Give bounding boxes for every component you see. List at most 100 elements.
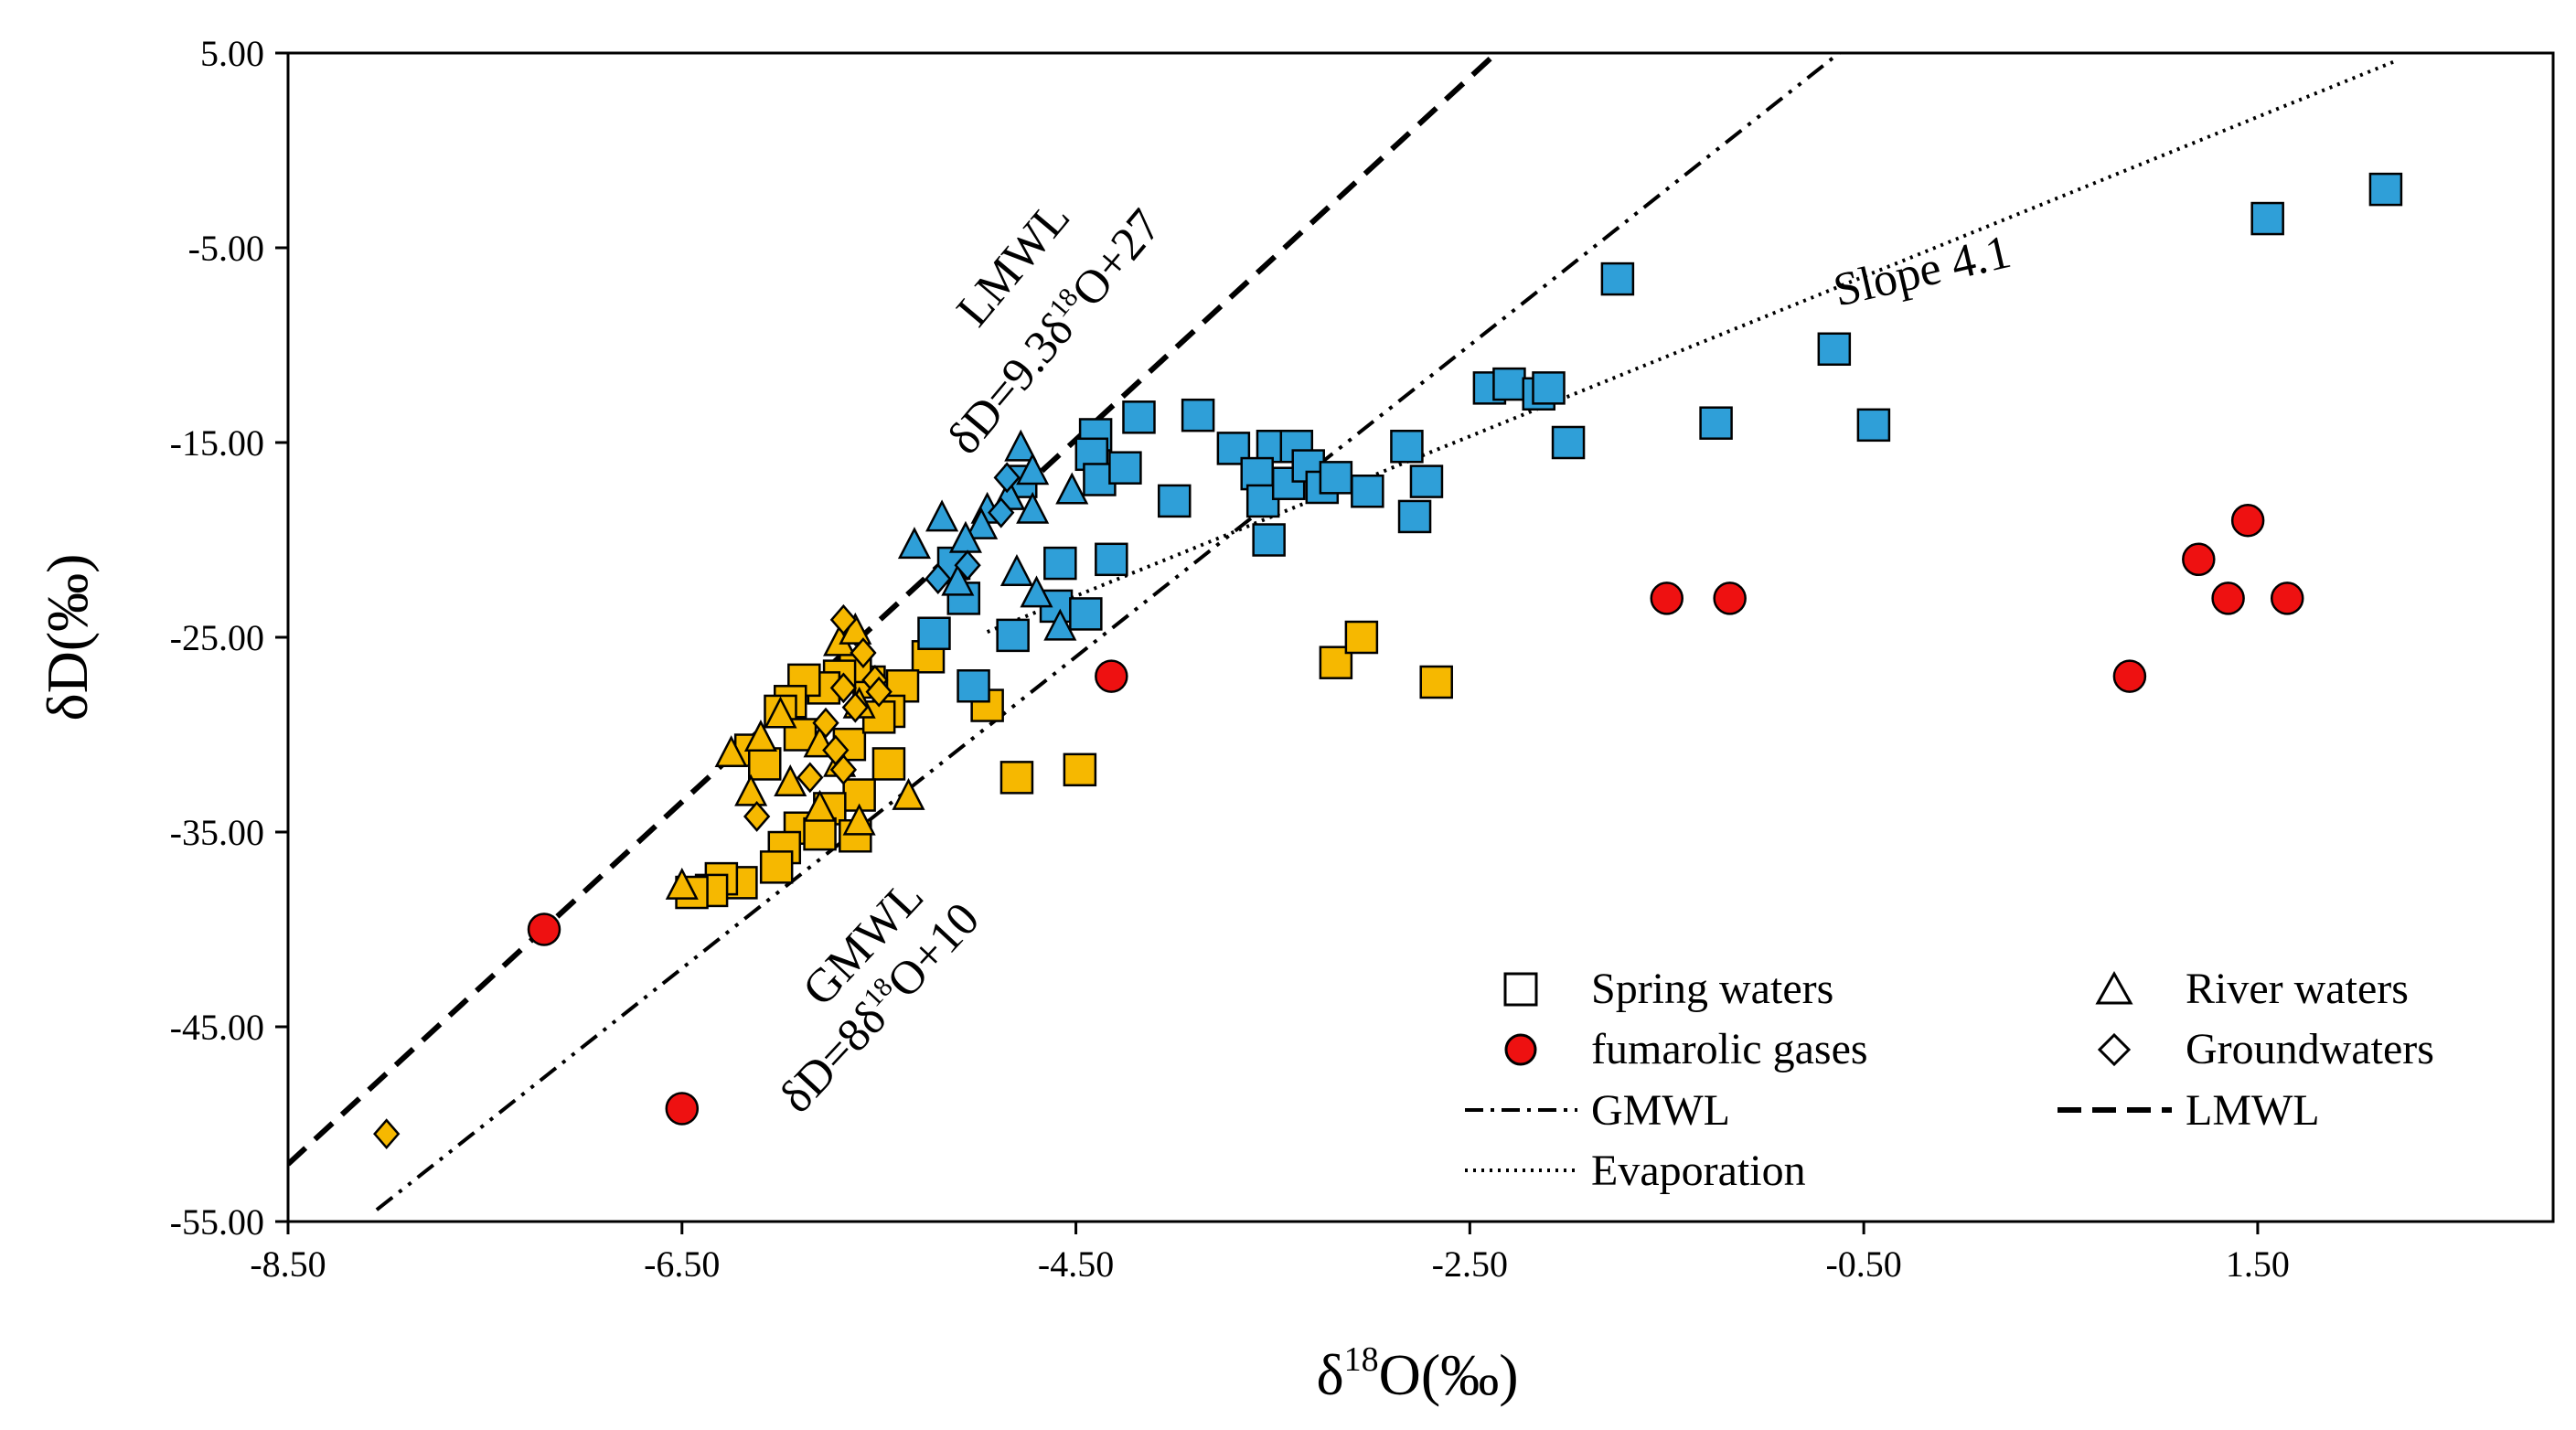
spring-water-point: [1351, 475, 1384, 508]
river-water-point: [965, 507, 999, 539]
spring-water-point: [747, 747, 782, 781]
river-water-point: [743, 720, 777, 752]
legend-label-river: River waters: [2186, 965, 2409, 1013]
groundwater-point: [743, 801, 771, 832]
y-tick-label: -35.00: [170, 812, 264, 853]
groundwater-point: [850, 637, 877, 668]
spring-water-point: [996, 618, 1030, 653]
spring-water-point: [1699, 406, 1733, 440]
x-tick-label: 1.50: [2226, 1243, 2290, 1285]
data-points: [373, 172, 2403, 1150]
river-water-point: [892, 777, 925, 810]
groundwater-point: [925, 563, 952, 595]
y-tick-label: -25.00: [170, 617, 264, 658]
spring-water-point: [1122, 400, 1156, 434]
x-tick-label: -0.50: [1825, 1243, 1901, 1285]
reference-lines: [288, 53, 2397, 1211]
y-tick-label: -55.00: [170, 1201, 264, 1243]
legend-triangle-marker: [2095, 970, 2133, 1005]
spring-water-point: [871, 747, 906, 781]
legend-square-marker: [1503, 972, 1538, 1007]
river-water-point: [925, 499, 959, 532]
gmwl-line: [375, 53, 1843, 1211]
spring-water-point: [1600, 261, 1635, 296]
spring-water-point: [1856, 408, 1891, 443]
spring-water-point: [1390, 430, 1424, 464]
x-tick-label: -2.50: [1432, 1243, 1508, 1285]
legend-label-lmwl: LMWL: [2186, 1086, 2320, 1135]
river-water-point: [999, 553, 1033, 586]
spring-water-point: [1252, 523, 1286, 557]
spring-water-point: [1181, 398, 1215, 432]
spring-water-point: [1319, 461, 1353, 495]
y-axis-title: δD(‰): [35, 554, 100, 721]
spring-water-point: [1397, 499, 1432, 534]
spring-water-point: [999, 761, 1034, 795]
river-water-point: [1055, 472, 1089, 505]
fumarolic-gas-point: [2211, 582, 2245, 615]
river-water-point: [1004, 429, 1038, 462]
groundwater-point: [822, 734, 850, 766]
river-water-point: [803, 789, 837, 822]
lmwl-line: [288, 53, 1496, 1167]
spring-water-point: [1419, 665, 1453, 699]
river-water-point: [941, 563, 975, 596]
spring-water-point: [1532, 371, 1566, 405]
fumarolic-gas-point: [2112, 659, 2147, 693]
y-tick-label: -45.00: [170, 1007, 264, 1048]
x-tick-label: -6.50: [644, 1243, 720, 1285]
spring-water-point: [759, 850, 794, 884]
legend-circle-marker: [1504, 1033, 1537, 1066]
groundwater-point: [865, 676, 893, 708]
river-water-point: [1016, 453, 1050, 486]
spring-water-point: [1043, 546, 1077, 581]
legend-label-evaporation: Evaporation: [1591, 1147, 1806, 1195]
y-tick-label: -5.00: [188, 228, 264, 269]
groundwater-point: [829, 603, 858, 635]
spring-water-point: [1817, 332, 1852, 367]
river-water-point: [764, 696, 797, 729]
spring-water-point: [1551, 425, 1586, 460]
x-tick-label: -4.50: [1038, 1243, 1114, 1285]
spring-water-point: [2250, 201, 2284, 236]
groundwater-point: [954, 550, 981, 582]
y-tick-label: 5.00: [200, 33, 264, 74]
fumarolic-gas-point: [2270, 582, 2304, 615]
river-water-point: [714, 735, 748, 768]
fumarolic-gas-point: [1650, 582, 1683, 615]
spring-water-point: [1409, 464, 1444, 498]
evaporation-line: [986, 59, 2397, 634]
legend-label-gmwl: GMWL: [1591, 1086, 1730, 1135]
groundwater-point: [993, 462, 1021, 494]
x-axis-title: δ18O(‰): [1317, 1340, 1519, 1407]
axis-ticks: -8.50 -6.50 -4.50 -2.50 -0.50 1.50 5.00 -5.00 -1…: [170, 33, 2290, 1285]
legend-diamond-marker: [2097, 1032, 2132, 1067]
legend-label-spring: Spring waters: [1591, 965, 1833, 1013]
river-water-point: [897, 527, 931, 560]
spring-water-point: [1069, 597, 1103, 631]
groundwater-point: [829, 672, 858, 704]
legend-label-groundwaters: Groundwaters: [2186, 1025, 2434, 1073]
fumarolic-gas-point: [2230, 503, 2265, 538]
river-water-point: [774, 764, 807, 796]
fumarolic-gas-point: [1095, 659, 1128, 693]
river-water-point: [842, 803, 876, 836]
spring-water-point: [957, 669, 990, 703]
spring-water-point: [2368, 172, 2403, 207]
groundwater-point: [841, 691, 869, 723]
spring-water-point: [1108, 451, 1142, 485]
plot-area: [286, 51, 2555, 1223]
spring-water-point: [1095, 542, 1128, 577]
spring-water-point: [917, 616, 951, 650]
spring-water-point: [1158, 484, 1192, 518]
river-water-point: [1020, 575, 1053, 608]
river-water-point: [1043, 608, 1077, 641]
legend: Spring waters River waters fumarolic gas…: [1465, 965, 2434, 1195]
river-water-point: [665, 867, 699, 900]
y-tick-label: -15.00: [170, 422, 264, 464]
groundwater-point: [812, 707, 839, 739]
spring-water-point: [839, 819, 872, 853]
spring-water-point: [1344, 620, 1379, 655]
spring-water-point: [1271, 466, 1306, 500]
